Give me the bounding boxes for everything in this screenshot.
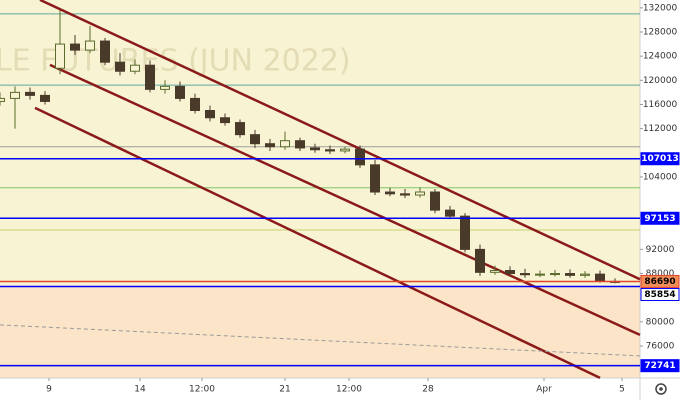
candle-body (580, 273, 590, 276)
time-axis (0, 378, 640, 400)
candle-body (145, 64, 155, 90)
x-tick-label: 12:00 (189, 385, 215, 395)
candle-body (280, 140, 290, 148)
price-label-box (640, 211, 680, 225)
candle-body (175, 85, 185, 99)
price-label-box (640, 359, 680, 373)
candle-body (430, 191, 440, 211)
candle-body (445, 209, 455, 217)
candle-body (130, 64, 140, 72)
y-tick-label: 112000 (643, 124, 678, 134)
y-tick-label: 116000 (643, 100, 678, 110)
lower-zone (0, 286, 640, 378)
x-tick-label: 21 (279, 385, 290, 395)
price-label: 97153 (644, 214, 675, 224)
candle-body (250, 134, 260, 145)
candle-body (565, 273, 575, 276)
plot-area (0, 0, 641, 380)
watermark: LE FUTURES (JUN 2022) (0, 44, 351, 79)
trendline (0, 324, 641, 357)
price-label: 72741 (644, 361, 675, 371)
candle-body (370, 164, 380, 193)
candle-body (550, 273, 560, 276)
y-tick-label: 80000 (646, 317, 675, 327)
x-tick-label: 12:00 (336, 385, 362, 395)
candle-body (25, 91, 35, 96)
candle-body (355, 148, 365, 166)
candle-body (220, 117, 230, 124)
x-tick-label: 28 (422, 385, 434, 395)
candle-body (325, 149, 335, 152)
price-axis (640, 0, 680, 400)
candle-body (190, 97, 200, 112)
candle-body (460, 215, 470, 250)
candle-body (100, 40, 110, 63)
y-tick-label: 124000 (643, 52, 678, 62)
candle-body (115, 61, 125, 72)
candle-body (415, 191, 425, 196)
candle-body (40, 94, 50, 102)
y-tick-label: 128000 (643, 28, 678, 38)
x-tick-label: Apr (536, 385, 552, 395)
candle-body (490, 270, 500, 273)
candle-body (205, 110, 215, 119)
y-tick-label: 88000 (646, 269, 675, 279)
y-tick-label: 104000 (643, 172, 678, 182)
price-label: 107013 (641, 154, 679, 164)
candle-body (475, 248, 485, 273)
y-tick-label: 92000 (646, 245, 675, 255)
price-label: 86690 (644, 277, 675, 287)
settings-icon[interactable] (655, 383, 667, 395)
candle-body (400, 193, 410, 196)
candle-body (310, 147, 320, 151)
candle-body (55, 43, 65, 69)
candle-body (160, 85, 170, 90)
candle-body (85, 40, 95, 51)
price-label: 85854 (644, 290, 675, 300)
y-tick-label: 132000 (643, 3, 678, 13)
candle-body (295, 140, 305, 149)
candle-body (70, 43, 80, 51)
trendline (49, 63, 641, 337)
candle-body (505, 270, 515, 275)
y-tick-label: 120000 (643, 76, 678, 86)
candle-body (595, 273, 605, 282)
y-tick-label: 76000 (646, 341, 675, 351)
candle-body (385, 191, 395, 195)
candle-body (520, 273, 530, 276)
trendline (34, 106, 601, 380)
trendline (39, 0, 641, 281)
candle-body (235, 122, 245, 136)
price-label-box (640, 287, 680, 301)
candle-body (0, 97, 5, 102)
candle-body (535, 273, 545, 276)
price-label-box (640, 274, 680, 288)
price-label-box (640, 152, 680, 166)
candle-body (265, 143, 275, 148)
candle-body (340, 148, 350, 152)
x-tick-label: 5 (619, 385, 625, 395)
x-tick-label: 14 (134, 385, 146, 395)
candle-body (10, 91, 20, 99)
x-tick-label: 9 (46, 385, 52, 395)
